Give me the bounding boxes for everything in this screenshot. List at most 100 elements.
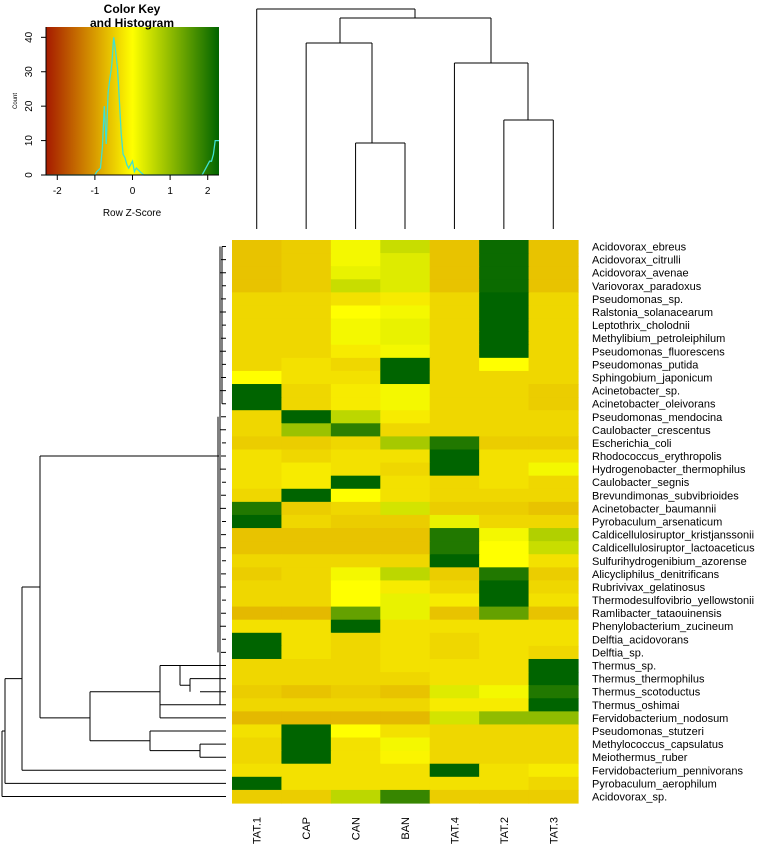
heatmap-cell [380, 475, 431, 490]
heatmap-cell [479, 737, 530, 752]
heatmap-cell [479, 698, 530, 712]
heatmap-cell [232, 357, 283, 372]
heatmap-cell [528, 711, 579, 726]
heatmap-cell [281, 462, 332, 477]
row-label: Hydrogenobacter_thermophilus [592, 464, 746, 476]
heatmap-cell [281, 370, 332, 385]
row-label: Delftia_acidovorans [592, 634, 689, 646]
heatmap-cell [232, 593, 283, 608]
heatmap-cell [479, 410, 530, 424]
column-label: TAT.1 [252, 817, 264, 844]
heatmap-cell [330, 672, 381, 686]
heatmap-cell [281, 410, 332, 424]
column-label: TAT.4 [449, 817, 461, 844]
heatmap-cell [232, 344, 283, 359]
heatmap-cell [380, 318, 431, 333]
heatmap-cell [528, 580, 579, 595]
heatmap-cell [479, 331, 530, 346]
heatmap-cell [281, 501, 332, 516]
key-x-tick-label: -2 [53, 186, 62, 197]
heatmap-cell [281, 449, 332, 464]
heatmap-cell [380, 266, 431, 280]
row-label: Fervidobacterium_nodosum [592, 713, 728, 725]
heatmap-cell [330, 685, 381, 699]
heatmap-cell [281, 763, 332, 778]
heatmap-cell [479, 462, 530, 477]
heatmap-cell [528, 410, 579, 424]
heatmap-cell [528, 279, 579, 293]
heatmap-cell [429, 305, 480, 320]
heatmap-cell [479, 724, 530, 739]
heatmap-cell [380, 305, 431, 320]
heatmap-cell [232, 423, 283, 437]
heatmap-cell [330, 462, 381, 477]
heatmap-cell [232, 384, 283, 398]
heatmap-cell [232, 698, 283, 712]
row-label: Pseudomonas_stutzeri [592, 726, 704, 738]
heatmap-cell [479, 305, 530, 320]
heatmap-cell [281, 776, 332, 791]
heatmap-cell [528, 357, 579, 372]
heatmap-cell [429, 763, 480, 778]
column-label: TAT.2 [499, 817, 511, 844]
heatmap-cell [528, 397, 579, 411]
heatmap-cell [380, 645, 431, 660]
heatmap-cell [429, 541, 480, 555]
row-label: Delftia_sp. [592, 647, 644, 659]
heatmap-cell [330, 436, 381, 451]
color-key-histogram [46, 37, 219, 176]
row-label: Acidovorax_avenae [592, 268, 689, 280]
heatmap-cell [380, 593, 431, 608]
heatmap-cell [330, 318, 381, 333]
key-y-tick-label: 10 [24, 135, 35, 147]
heatmap-cell [281, 528, 332, 542]
heatmap-cell [479, 279, 530, 293]
heatmap-cell [479, 606, 530, 621]
heatmap-cell [330, 253, 381, 267]
heatmap-cell [232, 606, 283, 621]
heatmap-cell [380, 711, 431, 726]
heatmap-cell [528, 541, 579, 555]
heatmap-cell [232, 658, 283, 673]
heatmap-cell [528, 475, 579, 490]
heatmap-cell [232, 567, 283, 582]
heatmap-cell [429, 436, 480, 451]
heatmap-cell [232, 318, 283, 333]
heatmap-cell [528, 344, 579, 359]
heatmap-cell [281, 397, 332, 411]
row-label: Escherichia_coli [592, 438, 671, 450]
heatmap-cell [330, 279, 381, 293]
heatmap-cell [528, 514, 579, 529]
row-label: Thermus_thermophilus [592, 674, 705, 686]
heatmap-cell [330, 475, 381, 490]
heatmap-cell [232, 266, 283, 280]
heatmap-cell [528, 789, 579, 804]
heatmap-cell [281, 423, 332, 437]
heatmap-cell [232, 711, 283, 726]
heatmap-cell [429, 750, 480, 765]
heatmap-cell [380, 724, 431, 739]
heatmap-cell [330, 567, 381, 582]
heatmap-cell [232, 554, 283, 568]
row-label: Rubrivivax_gelatinosus [592, 582, 706, 594]
heatmap-cell [429, 410, 480, 424]
heatmap-cell [330, 449, 381, 464]
heatmap-cell [330, 750, 381, 765]
heatmap-cell [380, 357, 431, 372]
heatmap-cell [380, 750, 431, 765]
heatmap-cell [528, 750, 579, 765]
heatmap-cell [330, 789, 381, 804]
heatmap-cell [232, 449, 283, 464]
heatmap-cell [330, 580, 381, 595]
heatmap-cell [281, 737, 332, 752]
heatmap-cell [429, 475, 480, 490]
heatmap-cell [232, 632, 283, 647]
heatmap-cell [232, 750, 283, 765]
heatmap-cell [281, 789, 332, 804]
heatmap-cell [479, 266, 530, 280]
heatmap-cell [380, 410, 431, 424]
heatmap-cell [281, 292, 332, 307]
heatmap-cell [429, 397, 480, 411]
heatmap-cell [528, 488, 579, 503]
